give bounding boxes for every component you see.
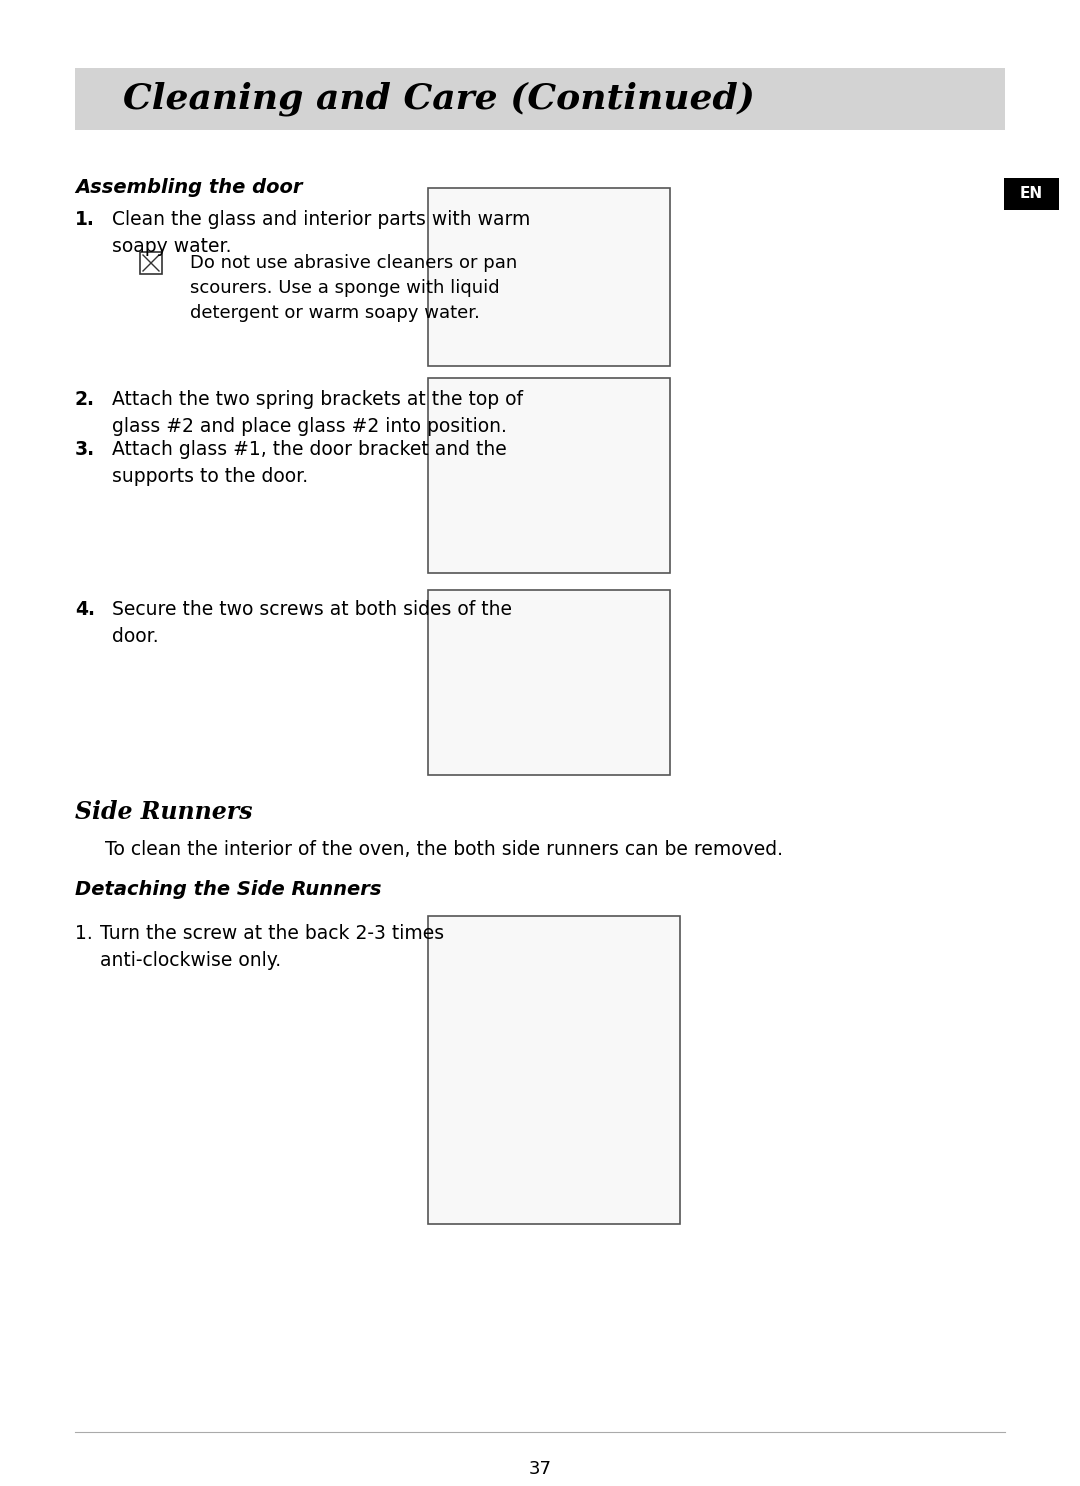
Text: 37: 37 xyxy=(528,1461,552,1479)
Bar xyxy=(428,377,670,574)
Text: Turn the screw at the back 2-3 times
anti-clockwise only.: Turn the screw at the back 2-3 times ant… xyxy=(100,924,444,969)
Text: 2.: 2. xyxy=(75,389,95,409)
Bar xyxy=(140,253,162,273)
Text: Secure the two screws at both sides of the
door.: Secure the two screws at both sides of t… xyxy=(112,600,512,645)
Text: Clean the glass and interior parts with warm
soapy water.: Clean the glass and interior parts with … xyxy=(112,210,530,256)
Text: EN: EN xyxy=(1020,187,1043,202)
Text: 1.: 1. xyxy=(75,924,93,944)
Bar xyxy=(1004,178,1059,210)
Text: Do not use abrasive cleaners or pan
scourers. Use a sponge with liquid
detergent: Do not use abrasive cleaners or pan scou… xyxy=(190,254,517,322)
Text: Detaching the Side Runners: Detaching the Side Runners xyxy=(75,880,381,899)
Bar xyxy=(428,189,670,366)
Text: Side Runners: Side Runners xyxy=(75,799,253,825)
Text: 1.: 1. xyxy=(75,210,95,229)
Bar xyxy=(428,915,680,1224)
Text: Attach glass #1, the door bracket and the
supports to the door.: Attach glass #1, the door bracket and th… xyxy=(112,440,507,486)
Text: 4.: 4. xyxy=(75,600,95,620)
Text: Cleaning and Care (Continued): Cleaning and Care (Continued) xyxy=(123,82,755,116)
Text: Assembling the door: Assembling the door xyxy=(75,178,302,198)
Text: 3.: 3. xyxy=(75,440,95,459)
Text: To clean the interior of the oven, the both side runners can be removed.: To clean the interior of the oven, the b… xyxy=(105,840,783,859)
Text: Attach the two spring brackets at the top of
glass #2 and place glass #2 into po: Attach the two spring brackets at the to… xyxy=(112,389,523,435)
Bar xyxy=(428,590,670,776)
Bar xyxy=(75,68,1005,129)
